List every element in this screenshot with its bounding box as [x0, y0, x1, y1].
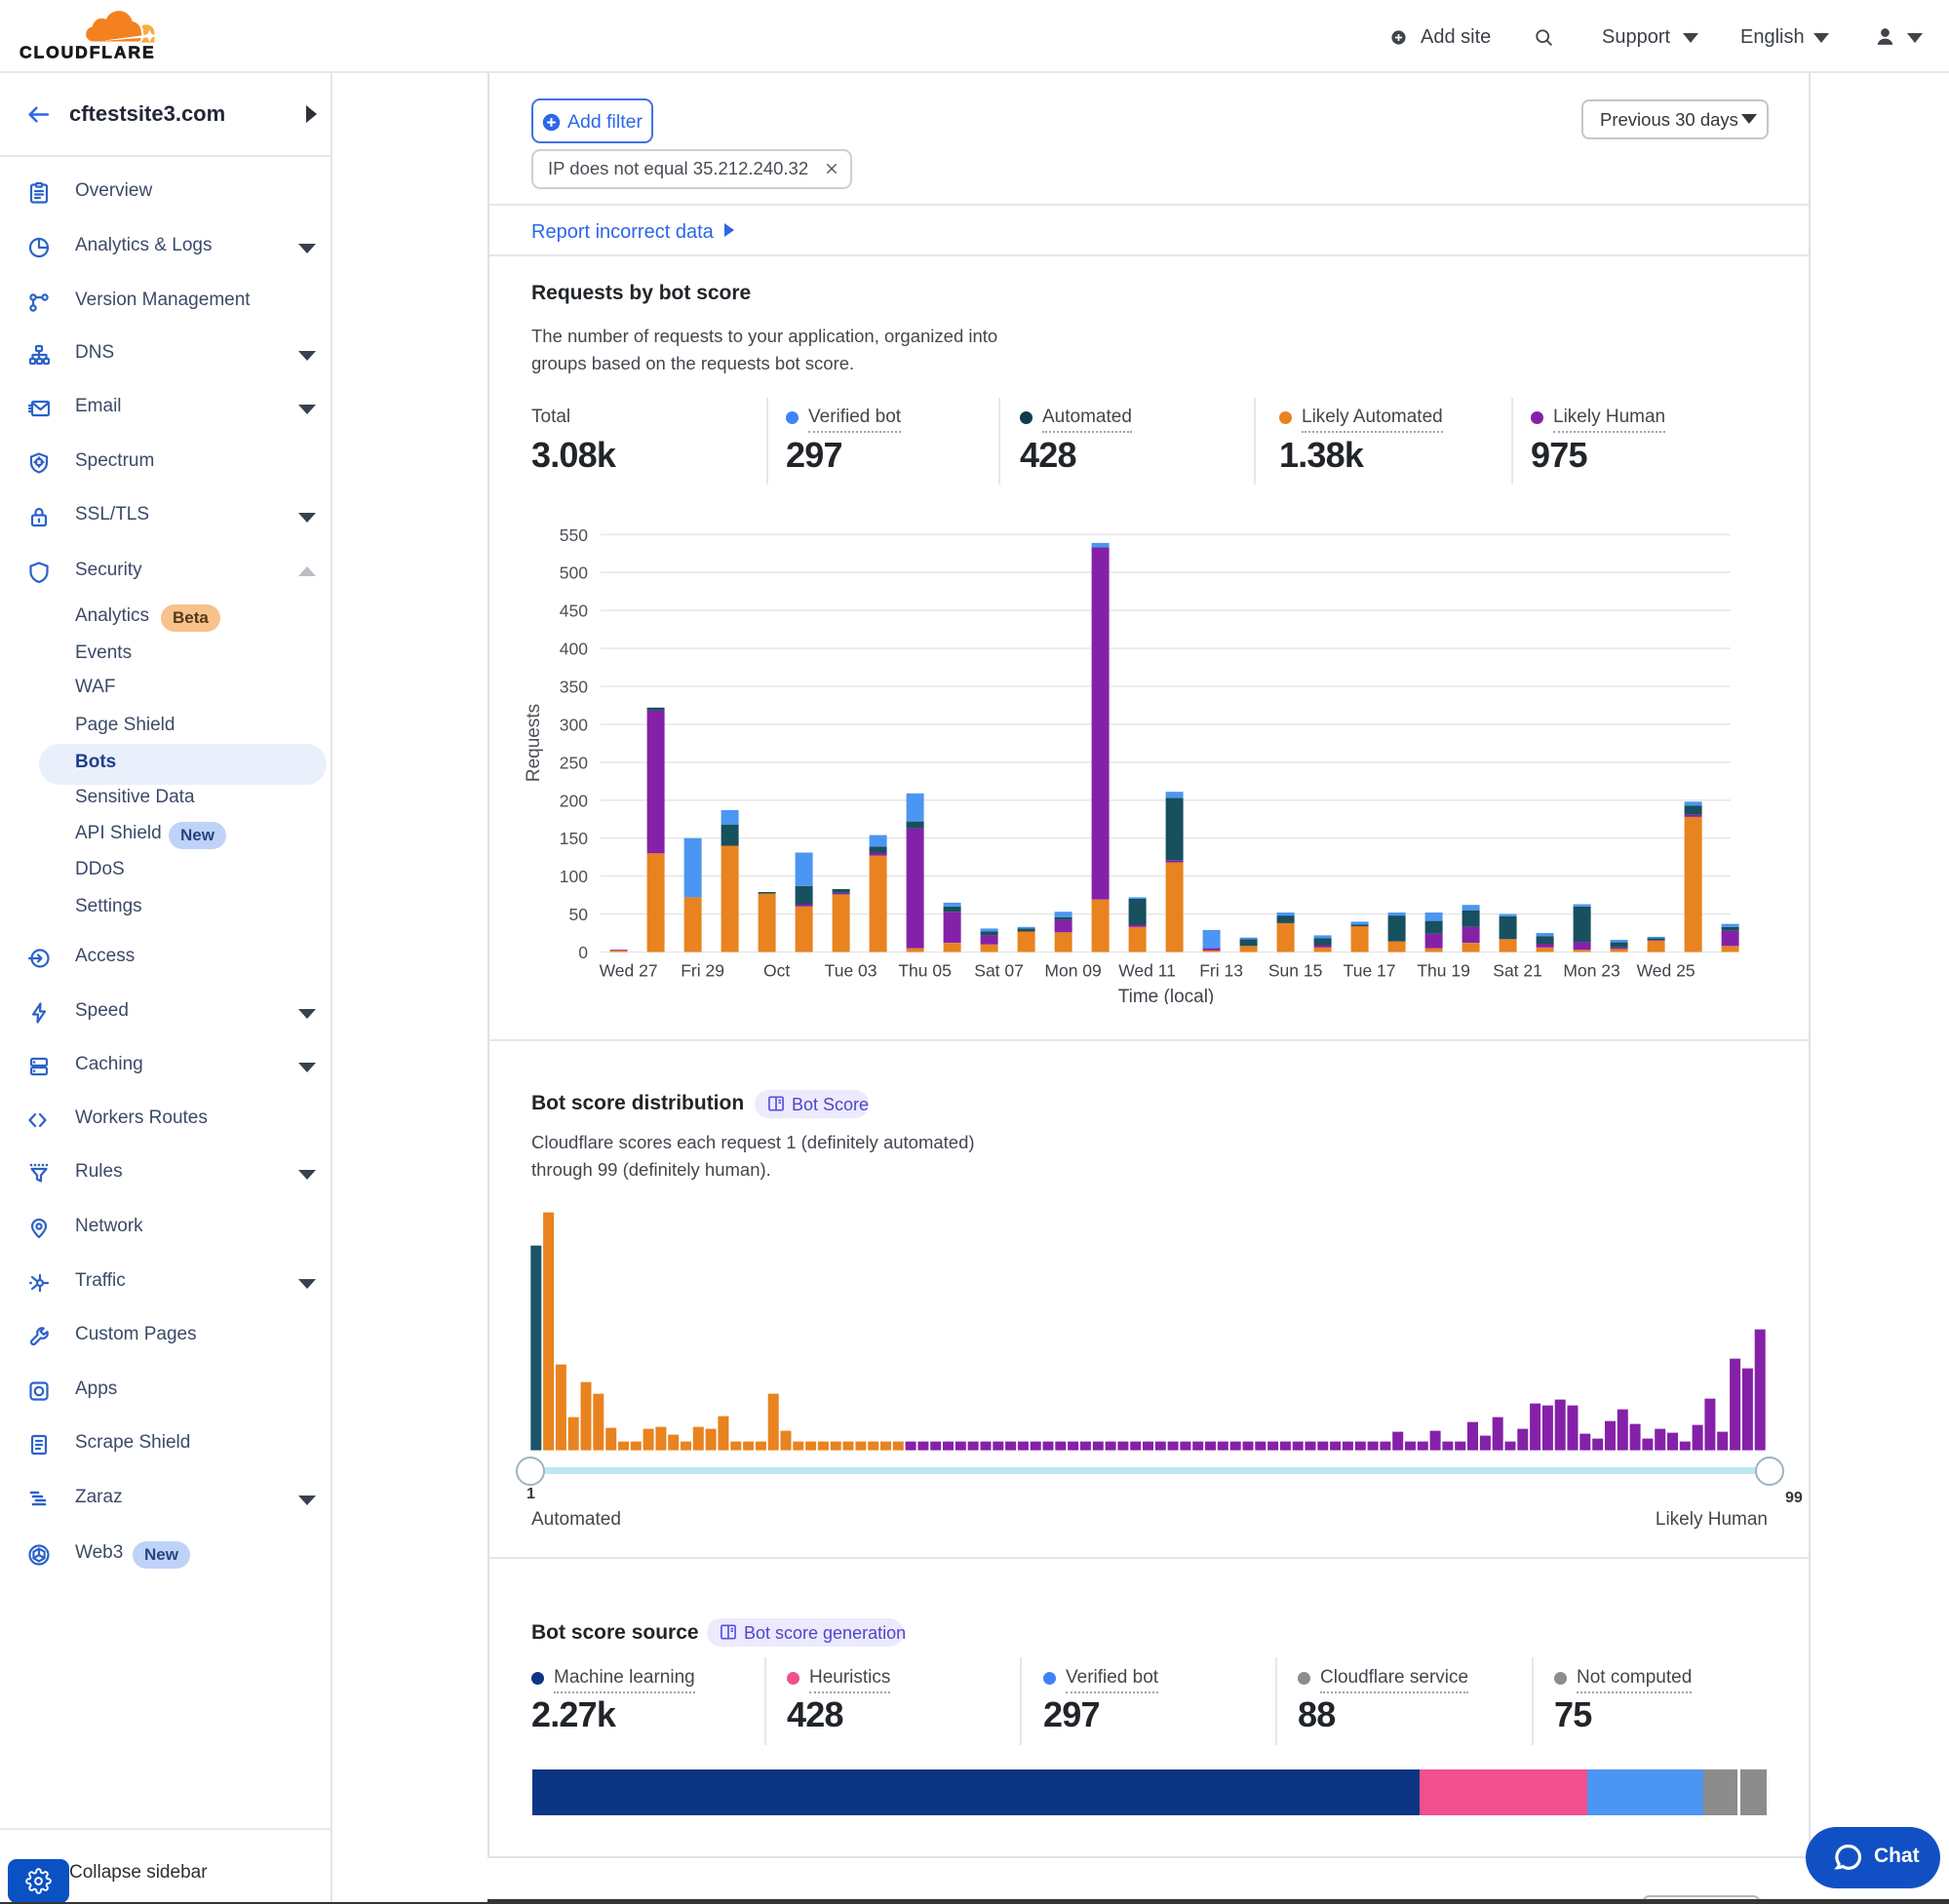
svg-text:50: 50	[569, 905, 589, 924]
svg-text:250: 250	[560, 753, 588, 772]
svg-text:Tue 17: Tue 17	[1344, 961, 1396, 981]
svg-text:300: 300	[560, 715, 588, 734]
svg-text:Fri 13: Fri 13	[1199, 961, 1243, 981]
svg-text:400: 400	[560, 640, 588, 659]
svg-text:550: 550	[560, 525, 588, 545]
svg-text:Sun 15: Sun 15	[1268, 961, 1322, 981]
svg-text:Mon 23: Mon 23	[1563, 961, 1619, 981]
svg-text:Oct: Oct	[763, 961, 790, 981]
svg-text:150: 150	[560, 829, 588, 848]
svg-text:Requests: Requests	[524, 704, 544, 782]
svg-text:Wed 11: Wed 11	[1118, 961, 1176, 981]
svg-text:500: 500	[560, 563, 588, 583]
svg-text:100: 100	[560, 867, 588, 886]
svg-text:200: 200	[560, 791, 588, 810]
svg-text:Tue 03: Tue 03	[825, 961, 877, 981]
svg-text:Thu 05: Thu 05	[898, 961, 951, 981]
svg-text:Sat 21: Sat 21	[1493, 961, 1542, 981]
svg-text:Mon 09: Mon 09	[1044, 961, 1101, 981]
svg-text:Thu 19: Thu 19	[1417, 961, 1469, 981]
svg-text:Wed 25: Wed 25	[1637, 961, 1696, 981]
svg-text:Time (local): Time (local)	[1118, 987, 1215, 1004]
svg-text:0: 0	[578, 943, 588, 962]
svg-text:CLOUDFLARE: CLOUDFLARE	[19, 43, 156, 62]
svg-text:Sat 07: Sat 07	[974, 961, 1024, 981]
svg-text:350: 350	[560, 678, 588, 697]
svg-text:Fri 29: Fri 29	[681, 961, 724, 981]
svg-text:450: 450	[560, 602, 588, 621]
svg-text:Wed 27: Wed 27	[600, 961, 658, 981]
